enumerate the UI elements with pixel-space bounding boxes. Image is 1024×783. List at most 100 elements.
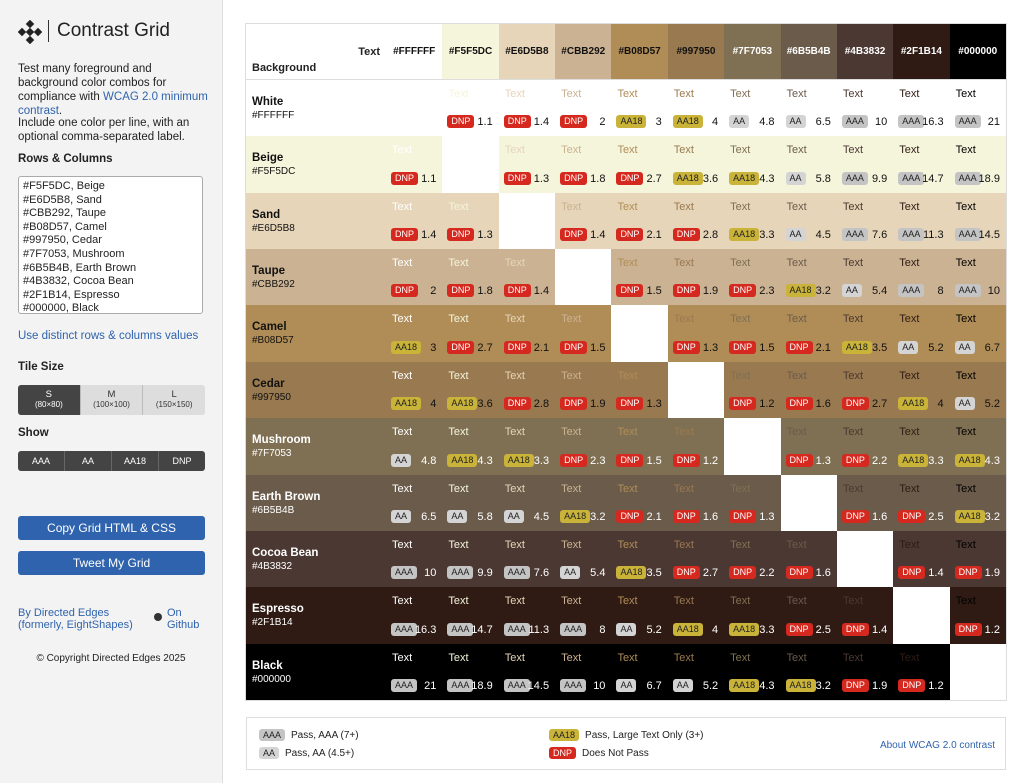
rows-columns-label: Rows & Columns [18,153,113,165]
tile-size-button[interactable]: L (150×150) [142,385,205,415]
ratio: 2 [599,116,606,129]
sample-text: Text [786,257,807,270]
row-name: Mushroom [252,434,311,447]
badge: AA18 [898,397,929,411]
ratio: 1.1 [477,116,493,129]
grid-cell [555,249,612,306]
badge: AA18 [672,622,703,636]
color-line: #7F7053, Mushroom [23,247,125,260]
badge: AA18 [447,453,478,467]
sample-text: Text [617,369,638,382]
badge: AAA [898,284,925,298]
badge: AA [616,678,637,692]
ratio: 1.4 [590,229,606,242]
ratio: 1.4 [533,285,550,298]
legend-badge: AA18 [549,729,580,741]
show-toggle[interactable]: AA18 [111,451,158,471]
about-link[interactable]: About WCAG 2.0 contrast [879,740,995,751]
sample-text: Text [617,426,638,439]
sample-text: Text [730,88,751,100]
grid-cell: Text DNP 1.4 [836,587,894,644]
badge: AAA [898,171,925,185]
sample-text: Text [617,200,638,213]
badge: AA [785,171,806,185]
column-header: #997950 [667,24,725,80]
badge: AA18 [560,509,591,523]
ratio: 5.8 [815,172,831,185]
sample-text: Text [448,482,469,495]
badge: DNP [954,622,982,636]
grid-cell: Text AAA 11.3 [893,192,950,250]
logo [18,20,42,44]
grid-cell: Text DNP 1.5 [555,305,612,362]
colors-textarea[interactable]: #F5F5DC, Beige #E6D5B8, Sand #CBB292, Taup… [18,176,203,314]
sample-text: Text [392,369,413,382]
grid-cell: Text DNP 1.2 [949,587,1006,644]
sample-text: Text [899,538,920,551]
show-toggle[interactable]: DNP [158,451,205,471]
ratio: 10 [987,285,1000,298]
badge: AA [785,228,806,242]
show-toggle[interactable]: AA [64,451,111,471]
badge: AA18 [391,397,422,411]
sample-text: Text [561,651,582,664]
grid-cell: Text DNP 2 [386,249,443,306]
badge: AA [954,397,975,411]
color-line: #2F1B14, Espresso [23,288,120,301]
grid-cell: Text AA18 4.3 [442,418,499,475]
sample-text: Text [392,651,413,664]
ratio: 3 [430,341,437,354]
badge: DNP [729,340,757,354]
grid-cell: Text AA18 3.6 [442,361,499,419]
ratio: 5.2 [984,398,1000,411]
row-header: Cedar #997950 [246,361,386,419]
grid-cell: Text DNP 1.9 [667,249,725,306]
tile-size-button[interactable]: M (100×100) [79,385,143,415]
sample-text: Text [786,426,807,439]
grid-cell: Text DNP 2.3 [724,249,781,306]
copy-button[interactable]: Copy Grid HTML & CSS [18,516,205,540]
distinct-link[interactable]: Use distinct rows & columns values [18,330,199,342]
sample-text: Text [504,595,525,608]
corner-background: Background [252,62,317,74]
ratio: 1.8 [590,172,606,185]
badge: DNP [391,171,419,185]
ratio: 1.9 [702,285,719,298]
sample-text: Text [392,595,413,608]
sample-text: Text [955,144,976,157]
github-link[interactable]: On Github [167,607,200,631]
tweet-button[interactable]: Tweet My Grid [18,551,205,575]
badge: DNP [560,453,588,467]
grid-cell: Text AA18 4 [667,587,725,644]
row-name: Camel [252,321,287,334]
ratio: 1.2 [702,454,719,467]
sample-text: Text [899,200,920,213]
ratio: 21 [424,679,437,692]
wcag-link[interactable]: WCAG 2.0 minimum contrast [18,91,208,117]
ratio: 1.4 [928,567,944,580]
sample-text: Text [955,482,976,495]
badge: DNP [447,115,475,129]
row-name: Earth Brown [252,490,321,503]
grid-cell: Text AAA 8 [555,587,612,644]
by-link[interactable]: By Directed Edges (formerly, EightShapes… [18,607,133,631]
badge: AA18 [785,284,816,298]
sample-text: Text [673,144,694,157]
grid-cell: Text AAA 21 [949,80,1006,137]
row-name: Cedar [252,377,285,390]
ratio: 4.5 [815,229,831,242]
tile-size-dims: (80×80) [34,400,63,409]
tile-size-button[interactable]: S (80×80) [18,385,80,415]
column-header: #B08D57 [611,24,668,80]
show-toggle[interactable]: AAA [31,456,50,466]
grid-cell: Text AAA 10 [386,530,443,588]
grid-cell [611,305,668,362]
ratio: 16.3 [922,116,944,129]
ratio: 5.4 [871,285,888,298]
show-label: Show [18,427,49,439]
row-hex: #2F1B14 [252,617,293,629]
grid-cell: Text AAA 14.7 [893,136,950,193]
sample-text: Text [392,426,413,439]
ratio: 2.7 [477,341,493,354]
badge: AAA [447,678,474,692]
